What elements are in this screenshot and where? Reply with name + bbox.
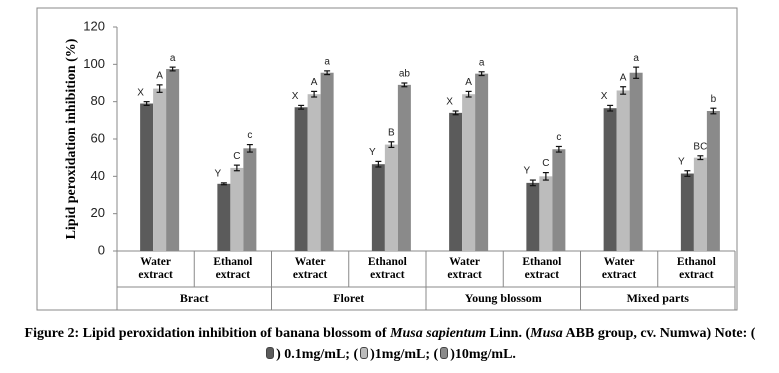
significance-label: a [633,53,639,64]
legend-label: 1mg/mL [374,347,426,362]
x-tick-label: Ethanol extract [676,256,716,281]
bar [307,94,321,251]
bar [603,108,617,251]
significance-label: a [324,57,330,68]
bar [140,103,154,252]
bar [397,84,411,251]
bar [294,107,308,252]
significance-label: X [601,91,608,102]
y-tick-label: 100 [83,56,105,71]
bar [706,111,720,251]
x-tick-label: Water extract [138,256,173,281]
bar [539,176,553,251]
group-label: Young blossom [465,291,542,305]
legend-swatch [440,347,449,359]
bar [693,157,707,251]
significance-label: Y [524,166,531,177]
x-tick-label-box: Water extract [601,256,637,281]
legend-label: 10mg/mL [454,347,513,362]
caption-text: ; ( [345,347,359,362]
bar [680,173,694,251]
significance-label: ab [399,69,411,80]
bar [629,72,643,251]
bar [616,90,630,251]
y-axis-title: Lipid peroxidation inhibition (%) [64,38,79,239]
significance-label: a [479,57,485,68]
y-tick-label: 0 [98,242,105,257]
bar [552,149,566,251]
caption-text: ; ( [425,347,439,362]
chart: Lipid peroxidation inhibition (%) 0 20 40 6… [36,7,738,311]
bar [230,167,244,251]
group-label: Floret [333,291,364,305]
x-tick-label-box: Ethanol extract [676,256,716,281]
bar [462,94,476,251]
y-tick-label: 40 [91,168,105,183]
bar [166,69,180,251]
bar [526,182,540,251]
significance-label: Y [369,147,376,158]
y-tick-label: 20 [91,205,105,220]
chart-border [36,7,738,311]
x-tick-label: Ethanol extract [213,256,253,281]
legend-swatch [360,347,369,359]
x-tick-label-box: Ethanol extract [213,256,253,281]
caption: Figure 2: Lipid peroxidation inhibition … [20,323,760,365]
significance-label: a [170,53,176,64]
significance-label: X [292,91,299,102]
significance-label: Y [678,156,685,167]
significance-label: c [556,132,561,143]
significance-label: X [137,87,144,98]
x-tick-label-box: Ethanol extract [367,256,407,281]
significance-label: C [233,151,240,162]
y-tick-label: 80 [91,93,105,108]
bar [449,112,463,251]
x-tick-label: Water extract [601,256,637,281]
x-tick-label: Water extract [447,256,482,281]
significance-label: A [465,77,472,88]
caption-text: ) [370,347,375,362]
x-tick-label-box: Ethanol extract [522,256,562,281]
bar [384,144,398,251]
bar [243,148,257,251]
significance-label: BC [693,141,707,152]
significance-label: c [247,130,252,141]
significance-label: Y [215,169,222,180]
y-tick-label: 120 [83,18,105,33]
x-tick-label: Ethanol extract [522,256,562,281]
bar [475,73,489,252]
caption-text: Linn. ( [486,326,531,341]
x-tick-label-box: Water extract [447,256,482,281]
group-label: Mixed parts [627,291,690,305]
bar [217,183,231,251]
caption-text: Musa [530,326,563,341]
significance-label: C [542,158,549,169]
significance-label: B [388,127,395,138]
x-tick-label-box: Water extract [292,256,328,281]
significance-label: A [620,72,627,83]
bar [153,88,167,251]
caption-text: Figure 2: Lipid peroxidation inhibition … [24,326,391,341]
significance-label: A [311,77,318,88]
y-tick-label: 60 [91,130,105,145]
x-tick-label: Ethanol extract [367,256,407,281]
caption-text: ) [450,347,455,362]
x-tick-label-box: Water extract [138,256,173,281]
legend-label: 0.1mg/mL [284,347,346,362]
legend-swatch [266,347,275,359]
significance-label: b [711,94,717,105]
significance-label: A [156,71,163,82]
x-tick-label: Water extract [292,256,328,281]
caption-text: ABB group, cv. Numwa) Note: ( [562,326,756,341]
caption-text: . [512,347,516,362]
caption-text: ) [276,347,285,362]
bar [371,164,385,251]
bar [320,72,334,251]
caption-text: Musa sapientum [390,326,487,341]
significance-label: X [446,97,453,108]
group-label: Bract [180,291,209,305]
